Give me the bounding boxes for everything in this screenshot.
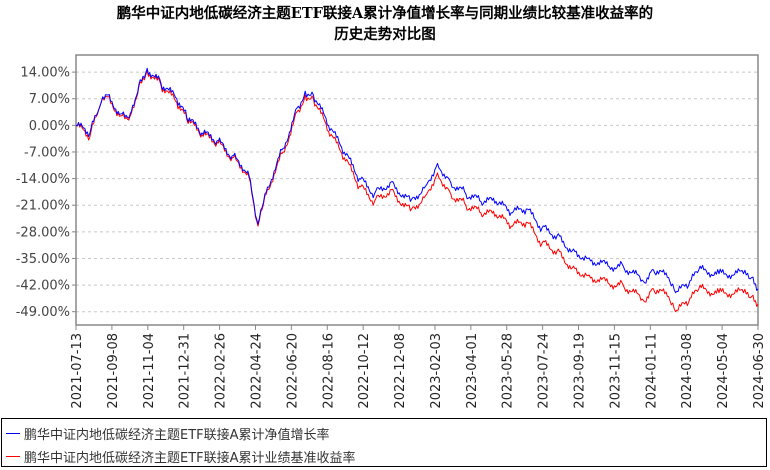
legend-item-benchmark: 鹏华中证内地低碳经济主题ETF联接A累计业绩基准收益率 [6, 446, 356, 466]
y-tick-label: 14.00% [20, 66, 70, 81]
chart-title-line-2: 历史走势对比图 [334, 26, 436, 43]
chart-title: 鹏华中证内地低碳经济主题ETF联接A累计净值增长率与同期业绩比较基准收益率的 历… [0, 3, 770, 45]
legend-item-nav: 鹏华中证内地低碳经济主题ETF联接A累计净值增长率 [6, 423, 330, 443]
y-tick-label: 0.00% [29, 119, 70, 134]
x-tick-label: 2022-06-20 [285, 333, 300, 409]
legend-label: 鹏华中证内地低碳经济主题ETF联接A累计业绩基准收益率 [24, 450, 356, 466]
y-tick-label: -14.00% [16, 172, 70, 187]
x-tick-label: 2023-09-19 [573, 333, 588, 409]
legend-label: 鹏华中证内地低碳经济主题ETF联接A累计净值增长率 [24, 427, 330, 443]
x-tick-label: 2021-07-13 [70, 333, 85, 409]
x-tick-label: 2022-02-26 [214, 333, 229, 409]
plot-area-border [75, 54, 759, 326]
x-tick-label: 2022-12-08 [393, 333, 408, 409]
x-tick-label: 2021-11-04 [142, 333, 157, 409]
x-tick-label: 2023-02-03 [429, 333, 444, 409]
x-tick-label: 2022-10-12 [357, 333, 372, 409]
x-tick-label: 2024-01-11 [644, 333, 659, 409]
x-tick-label: 2022-08-16 [321, 333, 336, 409]
y-tick-label: -49.00% [16, 305, 70, 320]
x-tick-label: 2024-05-04 [716, 333, 731, 409]
x-tick-label: 2024-03-08 [680, 333, 695, 409]
chart-title-line-1: 鹏华中证内地低碳经济主题ETF联接A累计净值增长率与同期业绩比较基准收益率的 [116, 5, 654, 22]
y-tick-label: -28.00% [16, 225, 70, 240]
x-tick-label: 2021-12-31 [178, 333, 193, 409]
x-tick-label: 2024-06-30 [752, 333, 767, 409]
x-tick-label: 2021-09-08 [106, 333, 121, 409]
legend-swatch-red [6, 455, 20, 457]
y-tick-label: -35.00% [16, 252, 70, 267]
legend: 鹏华中证内地低碳经济主题ETF联接A累计净值增长率 鹏华中证内地低碳经济主题ET… [1, 418, 767, 467]
x-tick-label: 2023-05-28 [501, 333, 516, 409]
series-line-nav-growth [75, 67, 759, 294]
legend-swatch-blue [6, 432, 20, 434]
y-tick-label: -42.00% [16, 279, 70, 294]
x-tick-label: 2023-07-24 [537, 333, 552, 409]
series-line-benchmark [75, 69, 759, 313]
y-tick-label: -7.00% [24, 145, 70, 160]
x-tick-label: 2023-11-15 [608, 333, 623, 409]
y-tick-label: 7.00% [29, 92, 70, 107]
y-tick-label: -21.00% [16, 199, 70, 214]
x-tick-label: 2023-04-01 [465, 333, 480, 409]
x-tick-label: 2022-04-24 [249, 333, 264, 409]
